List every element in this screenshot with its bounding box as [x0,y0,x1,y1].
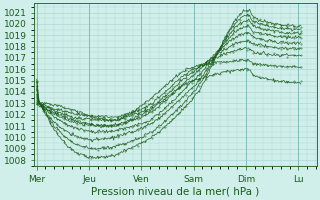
X-axis label: Pression niveau de la mer( hPa ): Pression niveau de la mer( hPa ) [91,187,260,197]
